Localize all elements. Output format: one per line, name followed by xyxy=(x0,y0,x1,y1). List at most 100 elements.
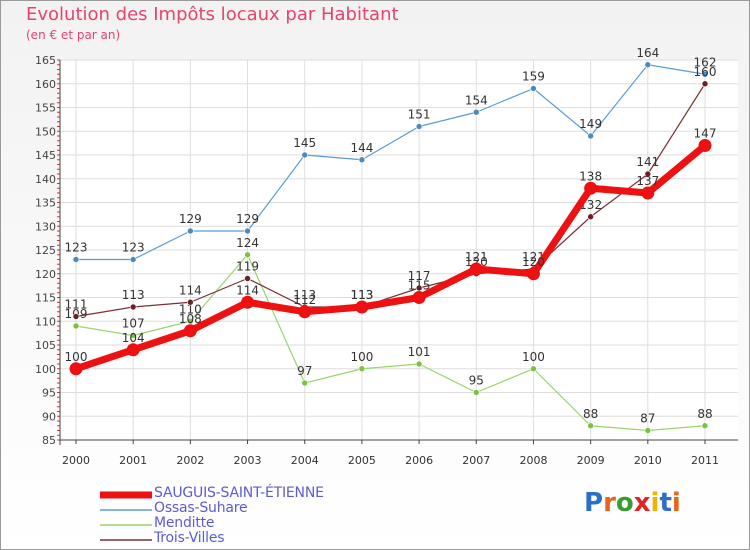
data-point xyxy=(644,427,652,434)
data-point xyxy=(355,300,369,314)
data-label: 129 xyxy=(236,212,259,226)
y-tick-label: 100 xyxy=(35,363,56,376)
data-label: 160 xyxy=(694,65,717,79)
x-tick-label: 2009 xyxy=(577,454,605,467)
data-point xyxy=(526,267,540,281)
data-label: 120 xyxy=(465,255,488,269)
y-tick-label: 90 xyxy=(42,410,56,423)
data-label: 107 xyxy=(122,317,145,331)
data-point xyxy=(469,262,483,276)
data-point xyxy=(530,365,537,373)
logo-letter: o xyxy=(615,488,634,518)
x-tick-label: 2002 xyxy=(176,454,204,467)
y-tick-label: 95 xyxy=(42,387,56,400)
data-label: 141 xyxy=(636,155,659,169)
data-point xyxy=(187,227,194,235)
data-label: 151 xyxy=(408,108,431,122)
y-tick-label: 115 xyxy=(35,292,56,305)
legend-label: SAUGUIS-SAINT-ÉTIENNE xyxy=(154,485,324,501)
data-label: 100 xyxy=(522,350,545,364)
data-point xyxy=(244,227,251,235)
data-point xyxy=(698,139,712,152)
logo-letter: i xyxy=(671,488,681,518)
x-tick-label: 2006 xyxy=(405,454,433,467)
data-label: 117 xyxy=(408,269,431,283)
data-point xyxy=(69,362,83,376)
data-label: 113 xyxy=(293,288,316,302)
data-label: 115 xyxy=(408,279,431,293)
data-point xyxy=(701,80,709,88)
data-point xyxy=(415,360,423,368)
data-point xyxy=(641,186,655,200)
data-label: 88 xyxy=(583,407,598,421)
x-tick-label: 2003 xyxy=(234,454,262,467)
data-label: 124 xyxy=(236,236,259,250)
data-label: 123 xyxy=(122,241,145,255)
data-point xyxy=(587,422,594,430)
data-point xyxy=(415,123,423,130)
data-label: 87 xyxy=(640,412,655,426)
y-tick-label: 160 xyxy=(35,78,56,91)
data-point xyxy=(358,156,366,164)
series-line xyxy=(75,83,706,318)
data-point xyxy=(301,379,309,387)
data-label: 113 xyxy=(350,288,373,302)
data-label: 123 xyxy=(65,241,88,255)
data-point xyxy=(72,322,80,330)
x-tick-label: 2004 xyxy=(291,454,319,467)
data-point xyxy=(183,324,197,338)
data-label: 121 xyxy=(465,250,488,264)
logo-letter: x xyxy=(633,488,651,518)
data-label: 164 xyxy=(636,46,659,60)
data-label: 137 xyxy=(636,174,659,188)
data-point xyxy=(584,181,598,195)
y-tick-label: 145 xyxy=(35,149,56,162)
x-tick-label: 2000 xyxy=(62,454,90,467)
data-point xyxy=(241,295,255,309)
data-label: 120 xyxy=(522,255,545,269)
logo-letter: r xyxy=(603,488,616,518)
y-tick-label: 150 xyxy=(35,125,56,138)
data-label: 114 xyxy=(236,283,259,297)
data-label: 112 xyxy=(293,293,316,307)
y-tick-label: 105 xyxy=(35,339,56,352)
data-label: 113 xyxy=(122,288,145,302)
data-label: 162 xyxy=(694,55,717,69)
chart-subtitle: (en € et par an) xyxy=(26,28,121,42)
data-point xyxy=(129,256,137,263)
y-tick-label: 120 xyxy=(35,268,56,281)
legend-label: Menditte xyxy=(154,515,215,531)
x-tick-label: 2011 xyxy=(691,454,719,467)
data-point xyxy=(701,70,709,78)
chart-title: Evolution des Impôts locaux par Habitant xyxy=(26,4,399,25)
data-label: 144 xyxy=(350,141,373,155)
data-label: 147 xyxy=(694,127,717,141)
data-point xyxy=(472,108,480,116)
logo-letter: i xyxy=(650,488,660,518)
data-label: 88 xyxy=(697,407,712,421)
data-point xyxy=(701,422,709,430)
data-point xyxy=(72,313,80,320)
logo-letter: t xyxy=(659,488,672,518)
data-label: 138 xyxy=(579,169,602,183)
series-line xyxy=(76,64,706,261)
y-tick-label: 125 xyxy=(35,244,56,257)
legend-label: Trois-Villes xyxy=(154,530,225,546)
data-label: 145 xyxy=(293,136,316,150)
series-line xyxy=(74,142,708,373)
x-tick-label: 2005 xyxy=(348,454,376,467)
data-point xyxy=(126,343,140,357)
data-point xyxy=(472,389,480,396)
data-label: 114 xyxy=(179,283,202,297)
y-tick-label: 165 xyxy=(35,54,56,67)
data-point xyxy=(644,170,652,178)
data-label: 97 xyxy=(297,364,312,378)
data-label: 100 xyxy=(350,350,373,364)
x-tick-label: 2001 xyxy=(119,454,147,467)
data-label: 95 xyxy=(469,374,484,388)
y-tick-label: 110 xyxy=(35,315,56,328)
series-line xyxy=(75,254,706,432)
data-label: 110 xyxy=(179,302,202,316)
data-label: 154 xyxy=(465,93,488,107)
